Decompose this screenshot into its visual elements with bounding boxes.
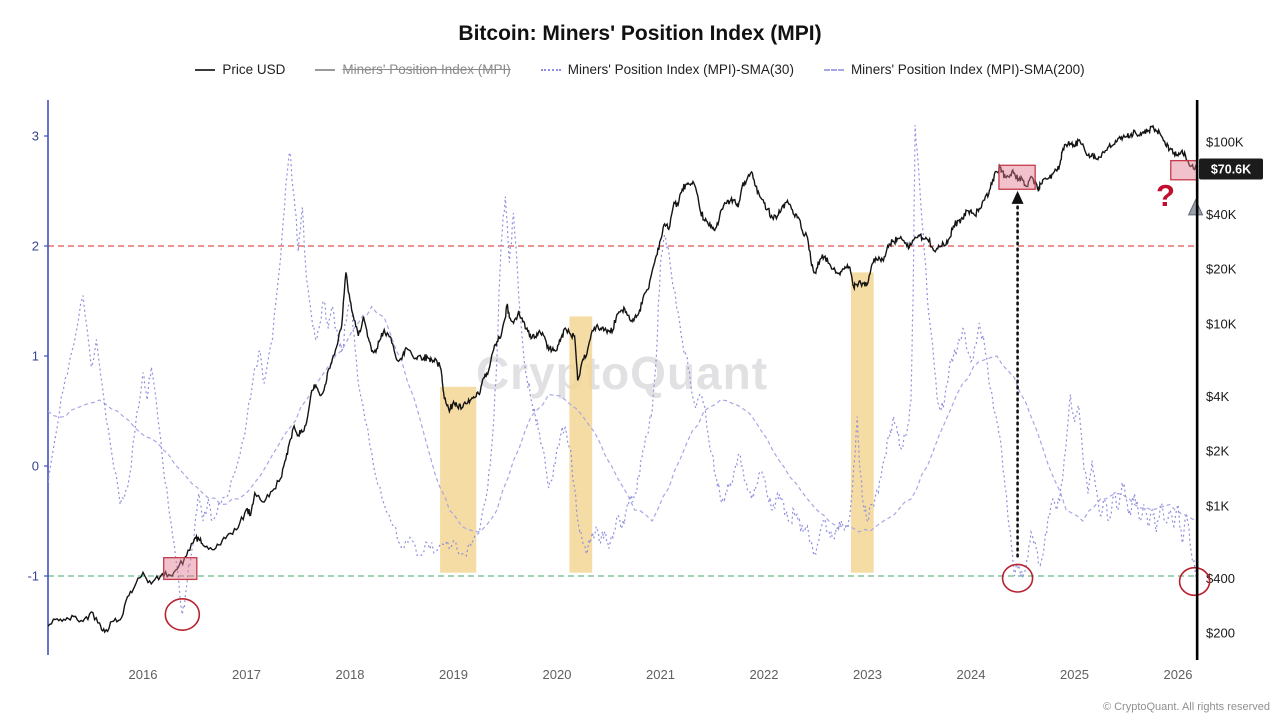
right-axis-tick-label: $20K — [1206, 262, 1237, 277]
chart-title: Bitcoin: Miners' Position Index (MPI) — [458, 22, 822, 45]
annotation-circle — [1178, 566, 1211, 597]
price-highlight-box — [163, 557, 198, 581]
legend-item-mpi[interactable]: Miners' Position Index (MPI) — [315, 62, 511, 77]
legend-item-mpi-sma200[interactable]: Miners' Position Index (MPI)-SMA(200) — [823, 62, 1085, 77]
price-highlight-box — [998, 164, 1036, 190]
left-axis-tick-label: 3 — [32, 129, 39, 144]
x-axis-tick-label: 2026 — [1164, 667, 1193, 682]
right-axis-tick-label: $400 — [1206, 571, 1235, 586]
right-axis-tick-label: $4K — [1206, 389, 1229, 404]
watermark: CryptoQuant — [475, 347, 769, 399]
series-price-usd — [48, 124, 1197, 634]
x-axis-tick-label: 2022 — [750, 667, 779, 682]
series-group — [48, 124, 1197, 634]
highlight-band — [850, 272, 874, 573]
x-axis-tick-label: 2024 — [957, 667, 986, 682]
right-axis-tick-label: $10K — [1206, 317, 1237, 332]
right-axis-tick-label: $2K — [1206, 444, 1229, 459]
annotation-circle — [164, 598, 201, 631]
price-highlight-box — [1170, 159, 1198, 181]
legend-label: Price USD — [222, 62, 286, 77]
series-mpi-sma200 — [48, 305, 1197, 533]
legend-label: Miners' Position Index (MPI) — [342, 62, 511, 77]
dashed-line-swatch-icon — [823, 68, 844, 71]
current-price-tag-label: $70.6K — [1211, 163, 1251, 177]
current-price-tag — [1199, 158, 1263, 180]
x-axis-tick-label: 2016 — [129, 667, 158, 682]
legend-label: Miners' Position Index (MPI)-SMA(30) — [567, 62, 794, 77]
x-axis-tick-label: 2017 — [232, 667, 261, 682]
series-mpi-sma30 — [48, 124, 1197, 615]
x-axis-tick-label: 2023 — [853, 667, 882, 682]
solid-line-swatch-icon — [315, 68, 336, 71]
annotation-circle — [1001, 563, 1034, 593]
right-axis-tick-label: $100K — [1206, 135, 1244, 150]
right-axis-tick-label: $200 — [1206, 626, 1235, 641]
question-mark-annotation: ? — [1156, 178, 1175, 213]
solid-line-swatch-icon — [195, 68, 216, 71]
left-axis-tick-label: -1 — [27, 569, 39, 584]
legend: Price USD Miners' Position Index (MPI) M… — [0, 62, 1280, 77]
right-axis-tick-label: $1K — [1206, 499, 1229, 514]
legend-label: Miners' Position Index (MPI)-SMA(200) — [850, 62, 1085, 77]
legend-item-price-usd[interactable]: Price USD — [195, 62, 285, 77]
x-axis-tick-label: 2021 — [646, 667, 675, 682]
highlight-band — [569, 316, 593, 573]
left-axis-tick-label: 0 — [32, 459, 39, 474]
x-axis-tick-label: 2018 — [336, 667, 365, 682]
left-axis-tick-label: 2 — [32, 239, 39, 254]
x-axis-tick-label: 2019 — [439, 667, 468, 682]
x-axis-tick-label: 2020 — [543, 667, 572, 682]
x-axis-tick-label: 2025 — [1060, 667, 1089, 682]
left-axis-tick-label: 1 — [32, 349, 39, 364]
up-arrow-marker — [1187, 198, 1204, 216]
dotted-line-swatch-icon — [540, 68, 561, 71]
annotation-arrowhead — [1011, 190, 1024, 204]
highlight-band — [440, 386, 477, 573]
right-axis-tick-label: $40K — [1206, 207, 1237, 222]
legend-item-mpi-sma30[interactable]: Miners' Position Index (MPI)-SMA(30) — [540, 62, 794, 77]
copyright-text: © CryptoQuant. All rights reserved — [1102, 701, 1270, 713]
